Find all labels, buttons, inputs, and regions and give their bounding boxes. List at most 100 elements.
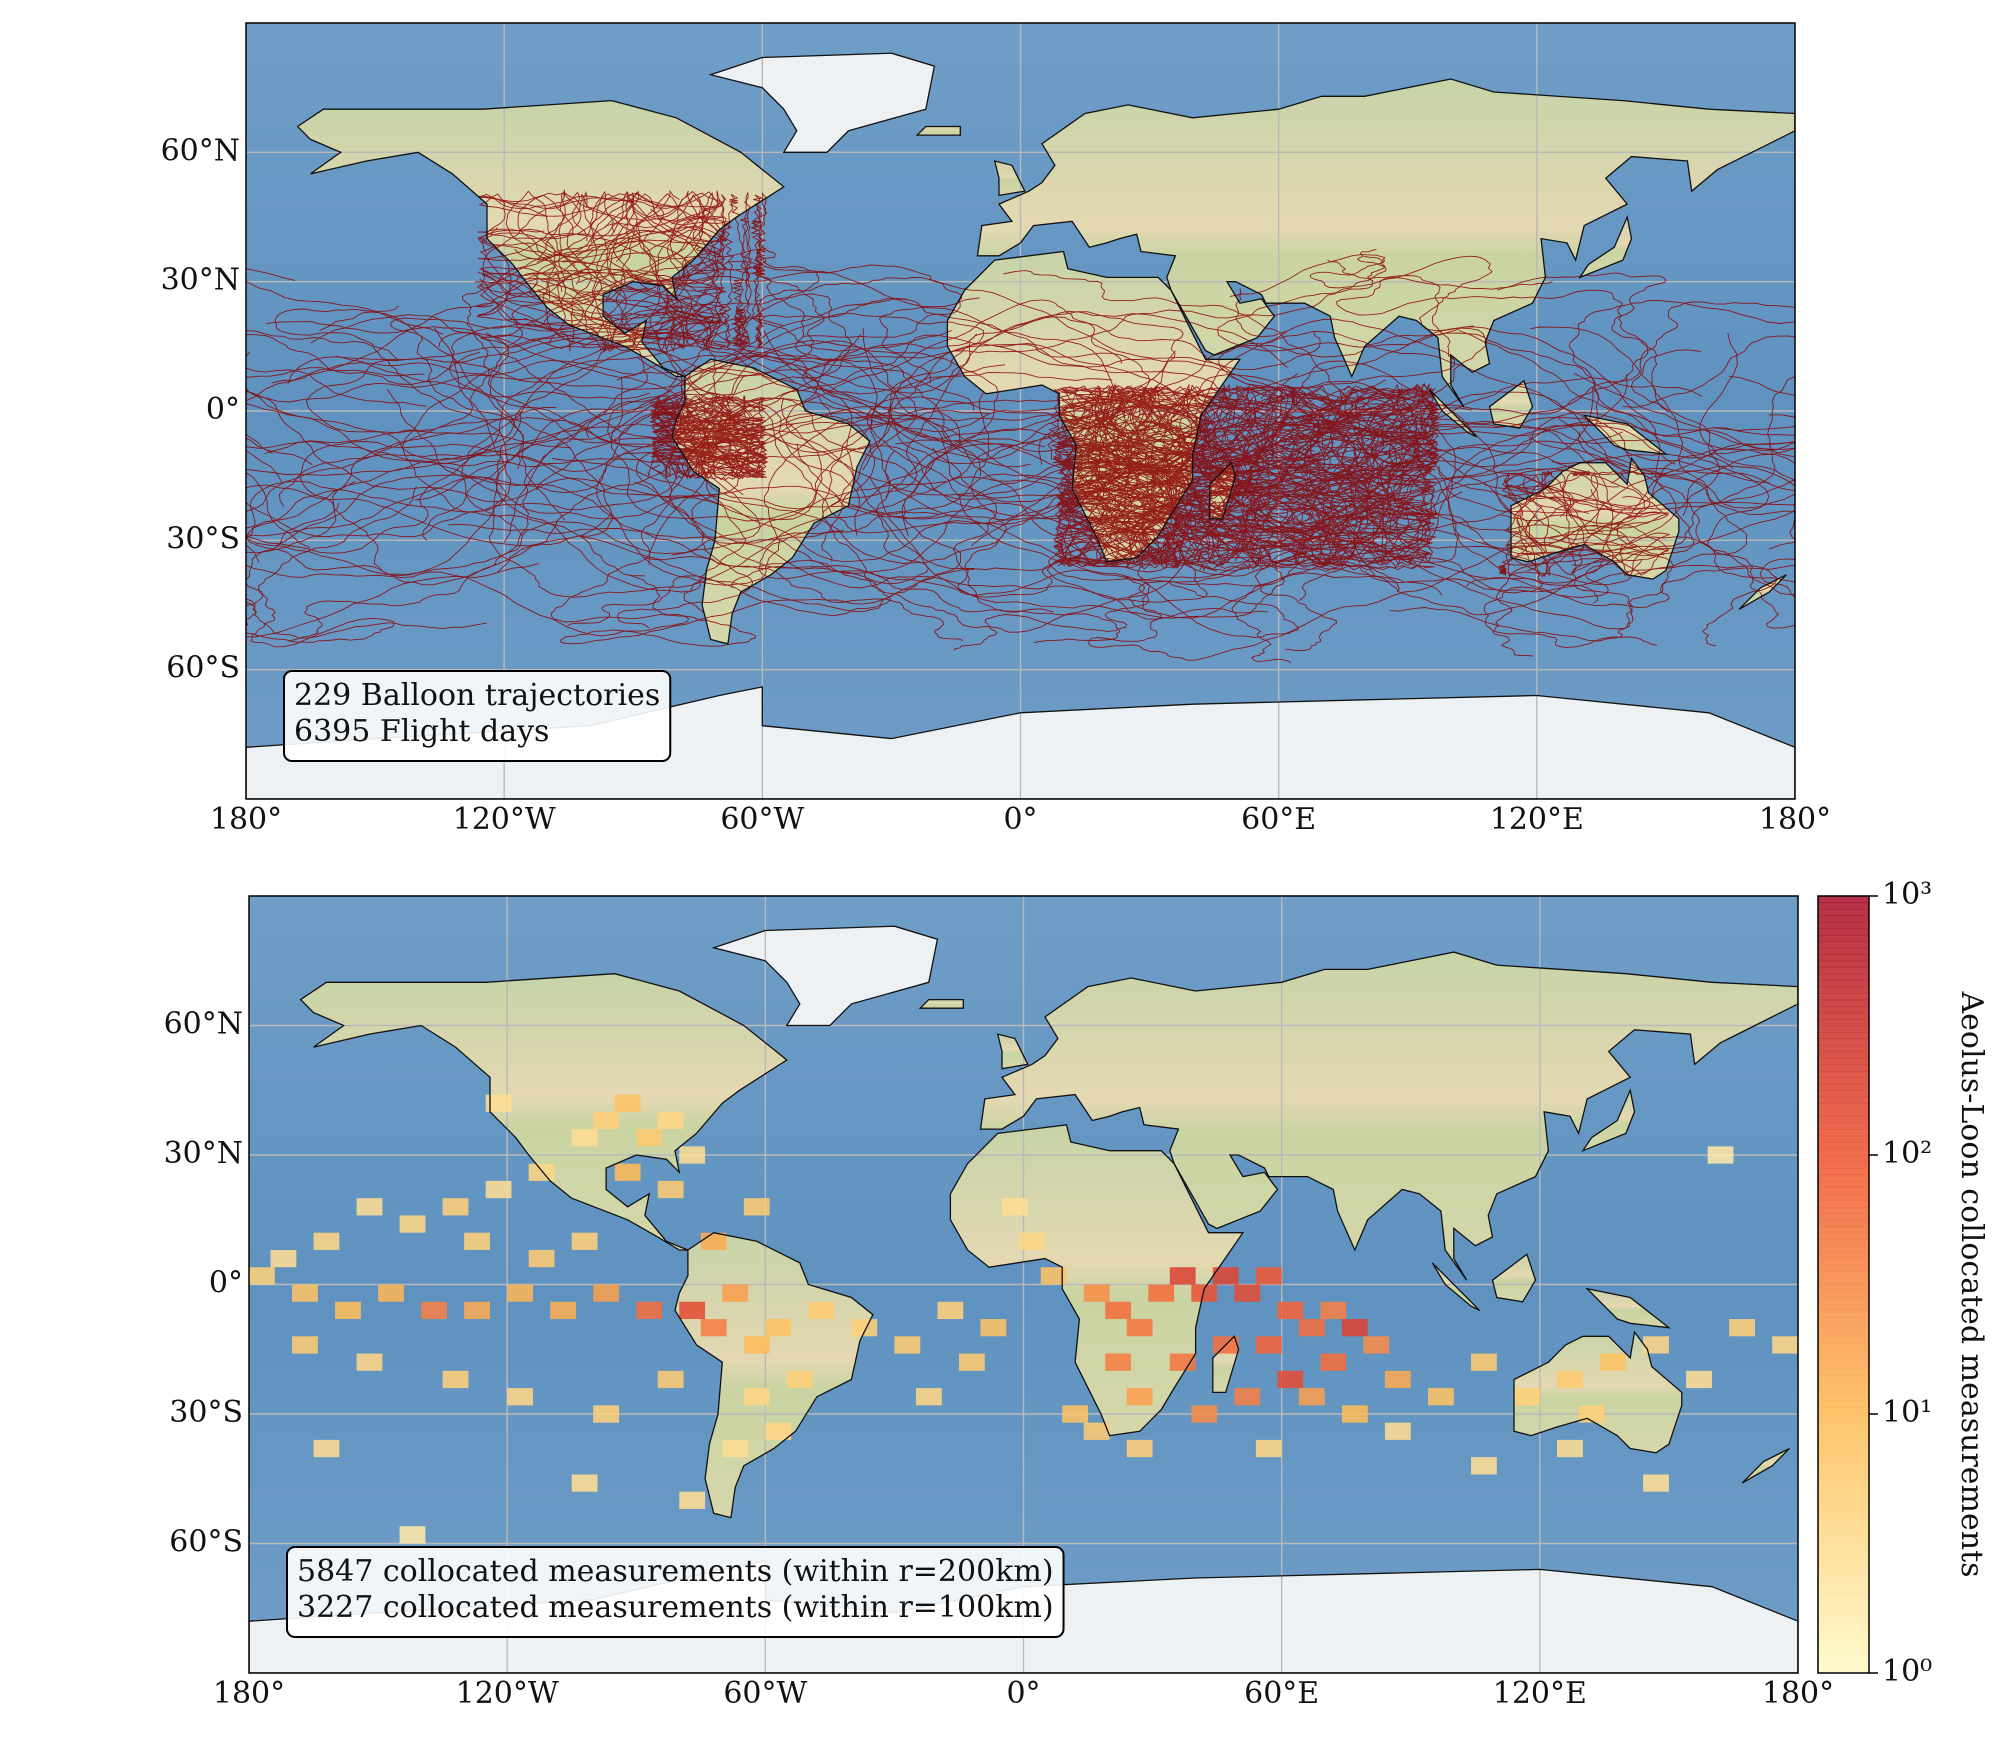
trajectory [751, 277, 1321, 371]
colorbar-segment [1818, 1303, 1869, 1311]
heatmap-cell [679, 1301, 706, 1320]
heatmap-cell [1148, 1284, 1175, 1302]
colorbar-segment [1818, 1465, 1869, 1473]
trajectory [1218, 326, 1695, 572]
colorbar-segment [1818, 1200, 1869, 1208]
trajectory [714, 427, 766, 478]
colorbar-segment [1818, 973, 1869, 981]
trajectory [246, 367, 427, 407]
heatmap-cell [528, 1249, 555, 1268]
trajectory [955, 288, 1456, 497]
colorbar-segment [1818, 1051, 1869, 1059]
colorbar-segment [1818, 1601, 1869, 1609]
colorbar-segment [1818, 1284, 1869, 1292]
heatmap-cell [399, 1215, 426, 1233]
annotation-text: 5847 collocated measurements (within r=2… [297, 1554, 1054, 1589]
colorbar-segment [1818, 1556, 1869, 1564]
land [1742, 1448, 1790, 1484]
trajectory [1262, 388, 1437, 499]
colorbar-segment [1818, 1647, 1869, 1655]
trajectory [1102, 385, 1256, 562]
heatmap-cell [292, 1284, 318, 1302]
heatmap-cell [485, 1094, 512, 1112]
land [300, 973, 787, 1250]
trajectory [616, 268, 726, 353]
colorbar-segment [1818, 1129, 1869, 1137]
heatmap-cell [614, 1094, 641, 1112]
trajectory [1062, 481, 1431, 565]
trajectory [1562, 470, 1603, 524]
colorbar-segment [1818, 980, 1869, 988]
colorbar-segment [1818, 1193, 1869, 1201]
colorbar-segment [1818, 1297, 1869, 1305]
trajectory [1062, 425, 1360, 564]
trajectory [246, 502, 340, 607]
colorbar-segment [1818, 1278, 1869, 1286]
trajectory [1369, 422, 1795, 562]
colorbar-segment [1818, 1025, 1869, 1033]
trajectory [1199, 484, 1435, 572]
x-tick-label: 60°E [1244, 1676, 1319, 1711]
heatmap-cell [1255, 1267, 1282, 1285]
trajectory [246, 334, 481, 385]
colorbar-segment [1818, 1562, 1869, 1570]
colorbar-segment [1818, 1006, 1869, 1014]
trajectory [1057, 386, 1236, 542]
trajectory [648, 406, 763, 424]
heatmap-cell [1557, 1370, 1583, 1389]
trajectory [529, 292, 723, 351]
x-tick-label: 60°W [723, 1676, 807, 1711]
heatmap-cell [1126, 1388, 1153, 1406]
heatmap-cell [1105, 1301, 1132, 1320]
trajectory [650, 410, 765, 430]
heatmap-cell [1384, 1370, 1411, 1389]
heatmap-cell [722, 1284, 749, 1302]
trajectory [1605, 472, 1651, 577]
annotation-text: 6395 Flight days [294, 714, 549, 749]
heatmap-cell [1341, 1319, 1368, 1337]
x-tick-label: 180° [210, 802, 282, 837]
heatmap-cell [1083, 1284, 1110, 1302]
trajectory [1561, 532, 1671, 578]
colorbar-segment [1818, 1517, 1869, 1525]
trajectory [1060, 469, 1370, 567]
land [997, 1034, 1028, 1069]
y-tick-label: 0° [209, 1266, 243, 1301]
trajectory [1055, 387, 1308, 525]
trajectory [288, 511, 939, 643]
heatmap-cell [313, 1439, 340, 1458]
heatmap-cell [722, 1439, 749, 1458]
colorbar-segment [1818, 1459, 1869, 1467]
colorbar-segment [1818, 1368, 1869, 1376]
heatmap-cell [1191, 1284, 1218, 1302]
colorbar-segment [1818, 1316, 1869, 1324]
heatmap-cell [249, 1267, 275, 1285]
trajectory [1061, 395, 1394, 517]
heatmap-cell [1255, 1336, 1282, 1354]
coastline [1488, 379, 1534, 429]
heatmap-cell [571, 1129, 598, 1147]
trajectory [1395, 411, 1795, 482]
coastline [918, 998, 964, 1009]
trajectory [651, 452, 738, 479]
colorbar-segment [1818, 1070, 1869, 1078]
heatmap-cell [765, 1319, 792, 1337]
colorbar-segment [1818, 1057, 1869, 1065]
heatmap-cell [1191, 1405, 1218, 1423]
land [1587, 1288, 1669, 1328]
map-frame [248, 895, 1799, 1674]
heatmap-cell [1427, 1388, 1454, 1406]
trajectory [567, 438, 1046, 627]
coastline [1585, 1287, 1672, 1329]
trajectory [552, 325, 1474, 563]
trajectory [477, 192, 722, 255]
trajectory [246, 348, 973, 554]
heatmap-cell [743, 1336, 770, 1354]
heatmap-cell [1255, 1439, 1282, 1458]
colorbar-segment [1818, 947, 1869, 955]
colorbar-segment [1818, 1362, 1869, 1370]
coastline [949, 1124, 1245, 1437]
trajectory [1076, 386, 1272, 535]
trajectory [246, 449, 283, 483]
trajectory [679, 420, 766, 477]
